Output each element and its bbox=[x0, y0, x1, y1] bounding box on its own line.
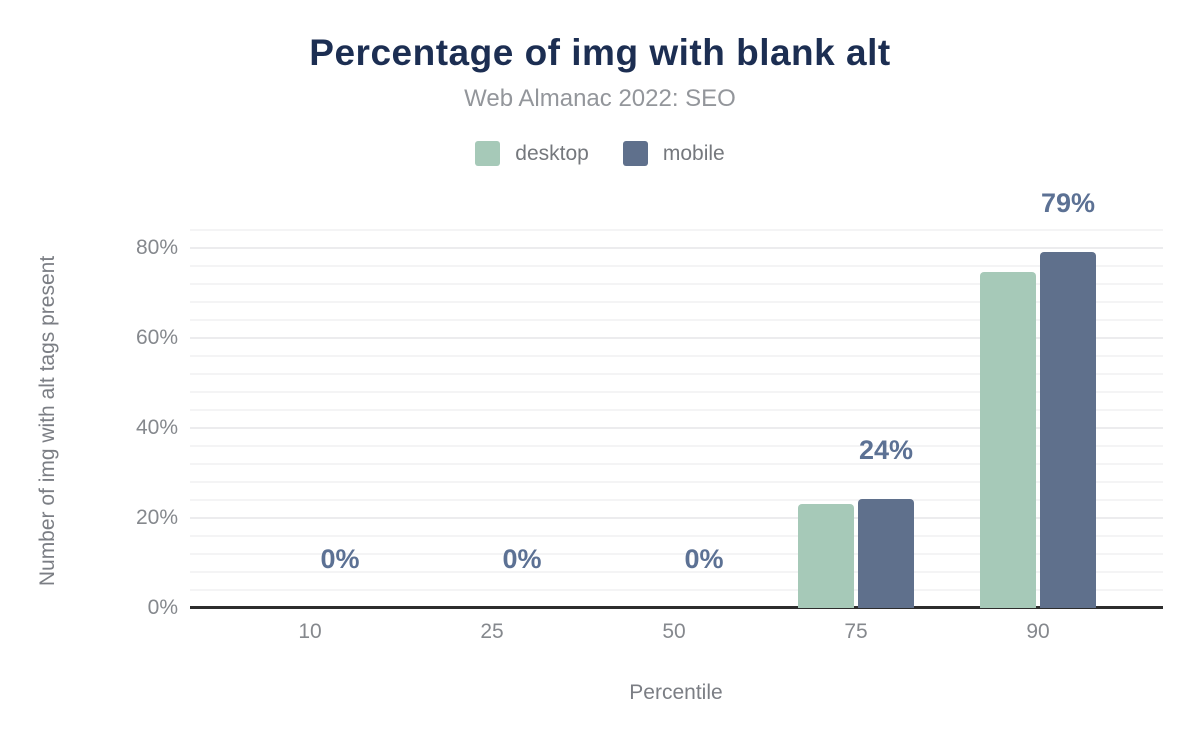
bar-desktop-p75[interactable] bbox=[798, 504, 854, 608]
mobile-legend-swatch bbox=[622, 141, 648, 166]
minor-gridline bbox=[190, 409, 1163, 411]
data-label-p50: 0% bbox=[684, 544, 724, 574]
major-gridline bbox=[190, 337, 1163, 339]
x-tick-label: 50 bbox=[662, 620, 686, 643]
mobile-legend-label: mobile bbox=[662, 141, 725, 165]
minor-gridline bbox=[190, 265, 1163, 267]
bar-mobile-p90[interactable] bbox=[1040, 252, 1096, 608]
y-tick-label: 20% bbox=[135, 506, 178, 529]
minor-gridline bbox=[190, 373, 1163, 375]
legend-item-desktop: desktop bbox=[475, 141, 589, 166]
bar-desktop-p90[interactable] bbox=[980, 272, 1036, 608]
data-label-p10: 0% bbox=[320, 544, 360, 574]
minor-gridline bbox=[190, 553, 1163, 555]
data-label-p25: 0% bbox=[502, 544, 542, 574]
minor-gridline bbox=[190, 463, 1163, 465]
x-tick-label: 90 bbox=[1026, 620, 1050, 643]
minor-gridline bbox=[190, 355, 1163, 357]
y-tick-label: 0% bbox=[147, 596, 178, 619]
minor-gridline bbox=[190, 391, 1163, 393]
data-label-p75: 24% bbox=[858, 435, 914, 465]
chart-subtitle: Web Almanac 2022: SEO bbox=[464, 85, 736, 112]
minor-gridline bbox=[190, 283, 1163, 285]
major-gridline bbox=[190, 427, 1163, 429]
desktop-legend-label: desktop bbox=[515, 141, 589, 165]
y-axis-title: Number of img with alt tags present bbox=[36, 255, 59, 587]
x-axis-title: Percentile bbox=[629, 681, 723, 704]
minor-gridline bbox=[190, 229, 1163, 231]
x-tick-label: 25 bbox=[480, 620, 504, 643]
y-tick-label: 40% bbox=[135, 416, 178, 439]
x-tick-label: 10 bbox=[298, 620, 322, 643]
minor-gridline bbox=[190, 301, 1163, 303]
y-tick-label: 60% bbox=[135, 326, 178, 349]
y-tick-label: 80% bbox=[135, 236, 178, 259]
desktop-legend-swatch bbox=[475, 141, 501, 166]
data-label-p90: 79% bbox=[1040, 188, 1096, 218]
minor-gridline bbox=[190, 499, 1163, 501]
minor-gridline bbox=[190, 445, 1163, 447]
minor-gridline bbox=[190, 535, 1163, 537]
x-tick-label: 75 bbox=[844, 620, 868, 643]
minor-gridline bbox=[190, 571, 1163, 573]
legend: desktop mobile bbox=[0, 141, 1200, 166]
major-gridline bbox=[190, 247, 1163, 249]
chart-title: Percentage of img with blank alt bbox=[309, 32, 891, 73]
bar-mobile-p75[interactable] bbox=[858, 499, 914, 608]
x-axis-line bbox=[190, 606, 1163, 609]
legend-item-mobile: mobile bbox=[622, 141, 725, 166]
minor-gridline bbox=[190, 319, 1163, 321]
minor-gridline bbox=[190, 589, 1163, 591]
major-gridline bbox=[190, 517, 1163, 519]
minor-gridline bbox=[190, 481, 1163, 483]
